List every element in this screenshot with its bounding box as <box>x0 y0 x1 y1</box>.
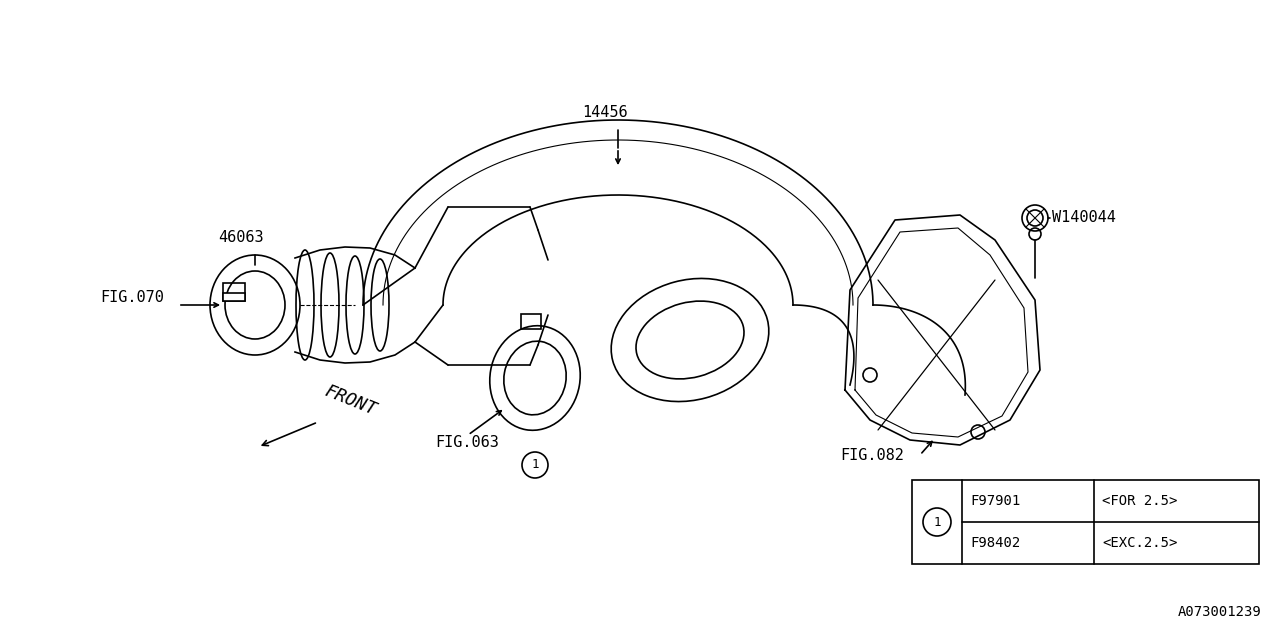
Text: F98402: F98402 <box>970 536 1020 550</box>
Bar <box>521 314 541 329</box>
Bar <box>223 283 244 301</box>
Bar <box>911 480 1260 564</box>
Text: F97901: F97901 <box>970 494 1020 508</box>
Text: FRONT: FRONT <box>323 382 379 419</box>
Text: <EXC.2.5>: <EXC.2.5> <box>1102 536 1178 550</box>
Text: FIG.063: FIG.063 <box>435 435 499 450</box>
Text: 46063: 46063 <box>218 230 264 245</box>
Bar <box>223 293 244 301</box>
Text: A073001239: A073001239 <box>1179 605 1262 619</box>
Text: 1: 1 <box>933 515 941 529</box>
Text: W140044: W140044 <box>1052 211 1116 225</box>
Text: 14456: 14456 <box>582 105 627 120</box>
Text: FIG.070: FIG.070 <box>100 290 164 305</box>
Text: <FOR 2.5>: <FOR 2.5> <box>1102 494 1178 508</box>
Text: FIG.082: FIG.082 <box>840 448 904 463</box>
Text: 1: 1 <box>531 458 539 472</box>
